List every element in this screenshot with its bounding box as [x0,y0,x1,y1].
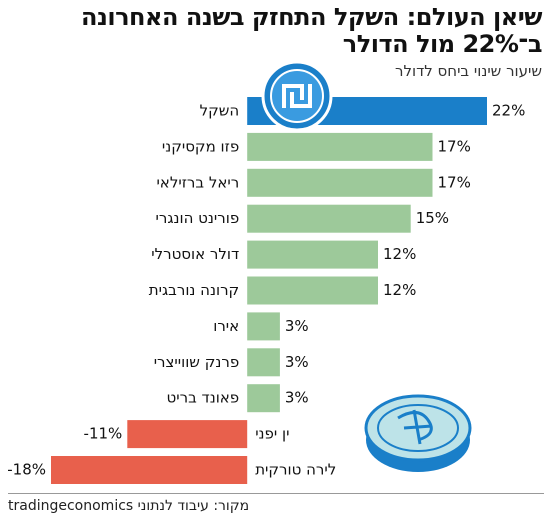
bar [247,276,378,305]
category-label: פאונד בריט [167,389,240,407]
category-label: לירה טורקית [255,461,336,479]
value-label: 3% [285,389,309,407]
value-label: 17% [438,173,471,191]
bar [247,168,433,197]
bar [127,420,248,449]
value-label: 12% [383,281,416,299]
category-label: אירו [213,317,239,335]
category-label: דולר אוסטרלי [151,245,239,263]
value-label: 3% [285,317,309,335]
chart: השקל 22% פזו מקסיקני 17% ריאל ברזילאי 17% פורי… [7,60,525,484]
bar [51,456,248,484]
title-line: ב־22% מול הדולר [342,30,543,58]
category-label: פרנק שווייצרי [154,353,239,371]
source: מקור: עיבוד לנתוני tradingeconomics [8,498,250,514]
bar [247,384,280,413]
category-label: השקל [200,102,240,120]
category-label: פזו מקסיקני [162,137,239,155]
value-label: 3% [285,353,309,371]
bar [247,132,433,161]
value-label: 12% [383,245,416,263]
category-label: ריאל ברזילאי [156,173,239,191]
separator [8,493,544,494]
category-label: ין יפני [255,425,289,443]
bar [247,312,280,341]
bar [247,348,280,377]
category-label: קרונה נורבגית [149,281,239,299]
value-label: 22% [492,102,525,120]
subtitle: שיעור שינוי ביחס לדולר [394,62,542,80]
value-label: -11% [84,425,123,443]
bar [247,240,378,269]
value-label: 17% [438,137,471,155]
chart-title: שיאן העולם: השקל התחזק בשנה האחרונה ב־22%… [6,3,543,58]
shekel-coin-icon [261,60,333,132]
value-label: 15% [416,209,449,227]
bar [247,204,411,233]
category-label: פורינט הונגרי [156,209,240,227]
dollar-coin-icon [364,394,472,472]
title-line: שיאן העולם: השקל התחזק בשנה האחרונה [80,3,543,31]
value-label: -18% [7,461,46,479]
